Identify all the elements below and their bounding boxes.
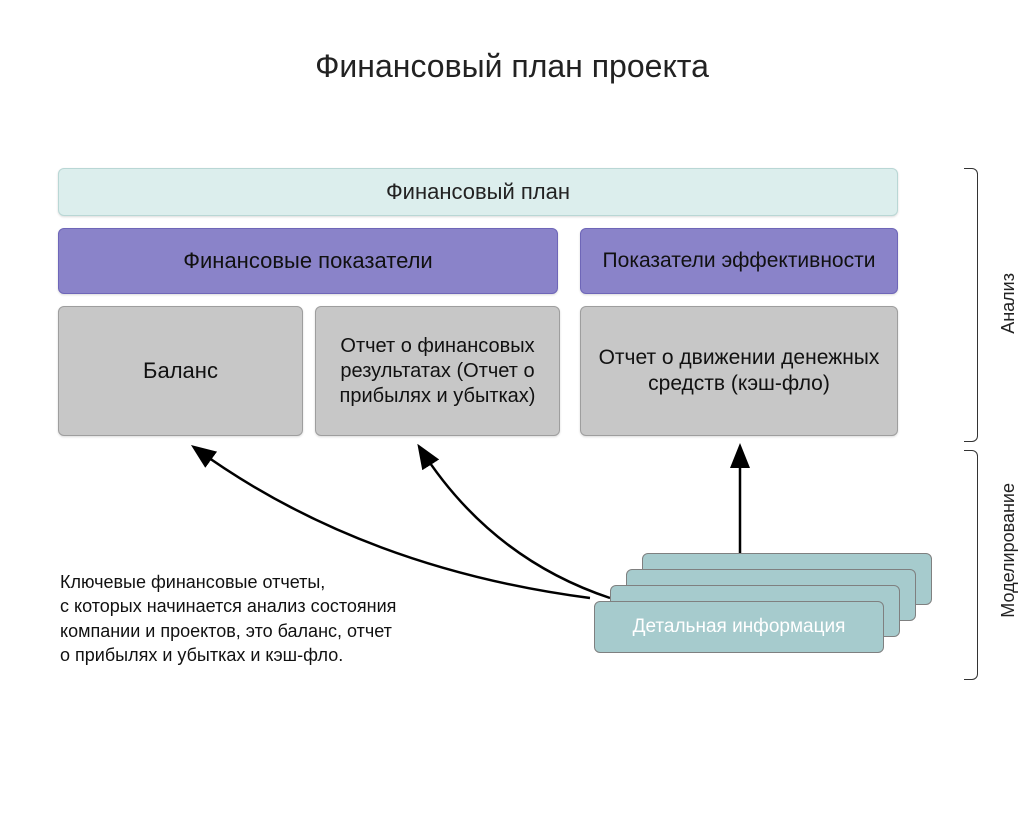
stack-card: Детальная информация (594, 601, 884, 653)
page-title: Финансовый план проекта (0, 48, 1024, 85)
box-profit-loss: Отчет о финансовых результатах (Отчет о … (315, 306, 560, 436)
side-label-analysis: Анализ (998, 273, 1019, 334)
arrow (420, 448, 610, 598)
box-efficiency-indicators: Показатели эффективности (580, 228, 898, 294)
side-label-modeling: Моделирование (998, 483, 1019, 618)
stack-detailed-info: Детальная информация (594, 553, 932, 653)
box-balance: Баланс (58, 306, 303, 436)
box-financial-indicators: Финансовые показатели (58, 228, 558, 294)
box-label: Баланс (143, 357, 218, 385)
stack-card-label: Детальная информация (633, 616, 846, 638)
box-label: Отчет о движении денежных средств (кэш-ф… (591, 345, 887, 398)
explanatory-note: Ключевые финансовые отчеты,с которых нач… (60, 570, 396, 667)
box-label: Показатели эффективности (603, 248, 876, 274)
box-financial-plan: Финансовый план (58, 168, 898, 216)
box-label: Отчет о финансовых результатах (Отчет о … (326, 334, 549, 409)
box-cash-flow: Отчет о движении денежных средств (кэш-ф… (580, 306, 898, 436)
bracket-modeling (964, 450, 978, 680)
box-label: Финансовые показатели (183, 247, 432, 275)
box-label: Финансовый план (386, 178, 570, 206)
bracket-analysis (964, 168, 978, 442)
